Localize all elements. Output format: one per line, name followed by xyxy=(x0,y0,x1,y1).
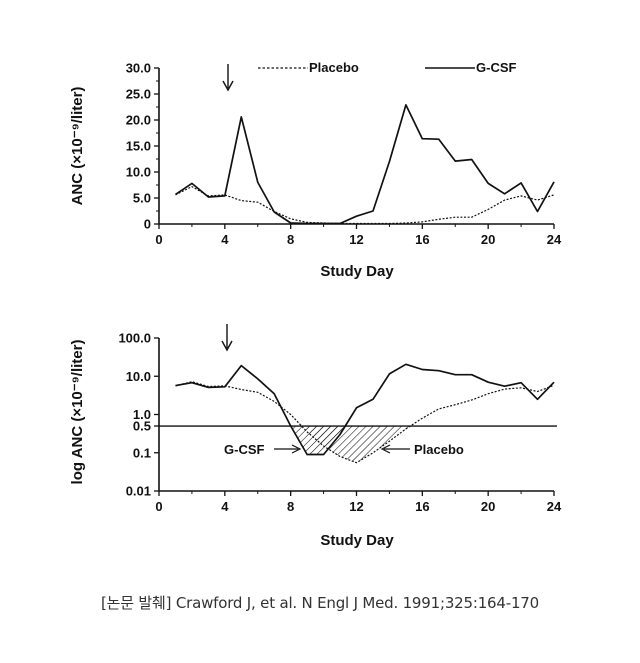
y-tick-label: 25.0 xyxy=(126,87,151,102)
top-y-ticks: 0 5.0 10.0 15.0 20.0 25.0 30.0 xyxy=(126,61,159,232)
x-tick-label: 12 xyxy=(349,232,363,247)
series-line-placebo xyxy=(175,381,555,464)
x-tick-label: 4 xyxy=(221,232,229,247)
gcsf-annotation: G-CSF xyxy=(224,442,302,457)
y-tick-label: 10.0 xyxy=(126,369,151,384)
gcsf-annotation-label: G-CSF xyxy=(224,442,265,457)
y-tick-label: 10.0 xyxy=(126,165,151,180)
x-tick-label: 20 xyxy=(481,499,495,514)
placebo-annotation-label: Placebo xyxy=(414,442,464,457)
y-tick-label: 15.0 xyxy=(126,139,151,154)
y-tick-label: 100.0 xyxy=(118,331,151,346)
bottom-series xyxy=(175,363,555,464)
bottom-x-axis-title: Study Day xyxy=(320,532,394,549)
series-line-g-csf xyxy=(175,363,555,456)
placebo-annotation: Placebo xyxy=(380,442,464,457)
top-series xyxy=(175,104,555,225)
series-line-placebo xyxy=(175,186,555,225)
top-x-axis-title: Study Day xyxy=(320,263,394,280)
x-tick-label: 20 xyxy=(481,232,495,247)
x-tick-label: 24 xyxy=(547,232,562,247)
series-line-g-csf xyxy=(175,104,555,225)
top-chart: 0 5.0 10.0 15.0 20.0 25.0 30.0 0 4 8 12 16 20 24 ANC… xyxy=(69,60,562,280)
bottom-x-ticks: 0 4 8 12 16 20 24 xyxy=(155,491,562,514)
top-y-axis-title: ANC (×10⁻⁹/liter) xyxy=(69,87,86,206)
y-tick-label: 20.0 xyxy=(126,113,151,128)
bottom-chart: 0.01 0.1 0.51.0 10.0 100.0 0 4 8 12 16 20 24 log A… xyxy=(69,324,562,549)
x-tick-label: 16 xyxy=(415,232,429,247)
bottom-arrow-marker xyxy=(221,324,233,352)
y-tick-label: 0.1 xyxy=(133,445,151,460)
y-tick-label: 5.0 xyxy=(133,191,151,206)
y-tick-label: 0.01 xyxy=(126,484,151,499)
top-x-ticks: 0 4 8 12 16 20 24 xyxy=(155,224,562,247)
x-tick-label: 4 xyxy=(221,499,229,514)
y-tick-label: 1.0 xyxy=(133,407,151,422)
top-legend: Placebo G-CSF xyxy=(258,60,517,75)
source-caption: [논문 발췌] Crawford J, et al. N Engl J Med.… xyxy=(101,594,539,612)
x-tick-label: 16 xyxy=(415,499,429,514)
y-tick-label: 0.5 xyxy=(133,419,151,434)
y-tick-label: 30.0 xyxy=(126,61,151,76)
figure-panels: 0 5.0 10.0 15.0 20.0 25.0 30.0 0 4 8 12 16 20 24 ANC… xyxy=(69,60,562,549)
bottom-chart-hatched-area xyxy=(290,426,411,463)
x-tick-label: 8 xyxy=(287,499,294,514)
bottom-y-axis-title: log ANC (×10⁻⁹/liter) xyxy=(69,340,86,485)
x-tick-label: 24 xyxy=(547,499,562,514)
top-axes xyxy=(158,68,554,225)
hatched-area-gcsf xyxy=(290,426,346,455)
x-tick-label: 12 xyxy=(349,499,363,514)
y-tick-label: 0 xyxy=(144,217,151,232)
x-tick-label: 0 xyxy=(155,232,162,247)
bottom-axes xyxy=(158,338,557,492)
legend-placebo-label: Placebo xyxy=(309,60,359,75)
top-arrow-marker xyxy=(222,64,234,92)
x-tick-label: 8 xyxy=(287,232,294,247)
x-tick-label: 0 xyxy=(155,499,162,514)
legend-gcsf-label: G-CSF xyxy=(476,60,517,75)
bottom-y-ticks: 0.01 0.1 0.51.0 10.0 100.0 xyxy=(118,331,159,499)
